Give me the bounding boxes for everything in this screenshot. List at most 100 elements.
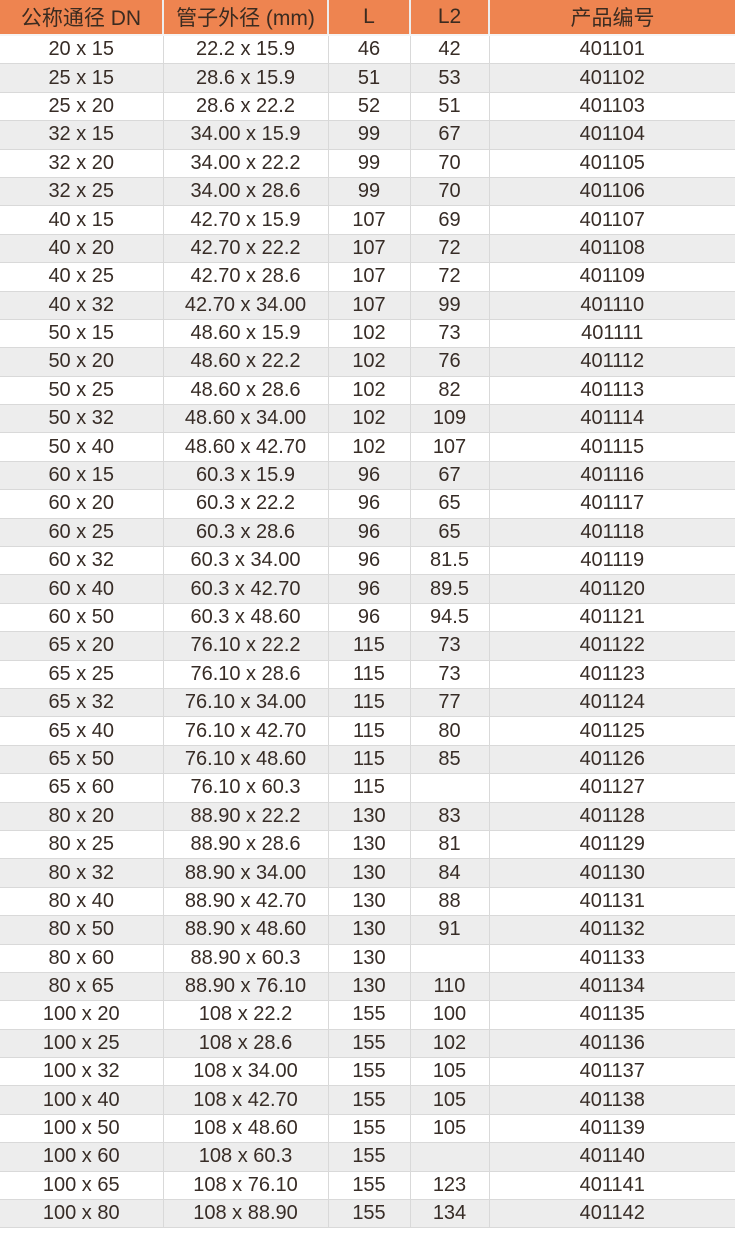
table-row: 65 x 25 76.10 x 28.6 115 73 401123 — [0, 659, 735, 689]
cell-l2: 123 — [409, 1170, 490, 1201]
cell-l: 155 — [327, 1142, 411, 1172]
cell-pipe-outer-diameter: 88.90 x 60.3 — [162, 943, 329, 973]
cell-pipe-outer-diameter: 76.10 x 34.00 — [162, 687, 329, 718]
cell-nominal-diameter: 80 x 50 — [0, 915, 164, 945]
cell-product-code: 401140 — [488, 1142, 735, 1172]
cell-l: 96 — [327, 517, 411, 548]
table-row: 80 x 40 88.90 x 42.70 130 88 401131 — [0, 886, 735, 917]
table-row: 60 x 15 60.3 x 15.9 96 67 401116 — [0, 460, 735, 491]
table-row: 40 x 15 42.70 x 15.9 107 69 401107 — [0, 205, 735, 235]
cell-nominal-diameter: 60 x 25 — [0, 517, 164, 548]
cell-product-code: 401130 — [488, 858, 735, 888]
cell-product-code: 401103 — [488, 91, 735, 122]
cell-nominal-diameter: 80 x 60 — [0, 943, 164, 973]
cell-l: 96 — [327, 602, 411, 633]
cell-nominal-diameter: 25 x 15 — [0, 63, 164, 93]
cell-nominal-diameter: 100 x 50 — [0, 1113, 164, 1144]
cell-l: 155 — [327, 1028, 411, 1059]
table-row: 100 x 20 108 x 22.2 155 100 401135 — [0, 1000, 735, 1030]
cell-nominal-diameter: 40 x 32 — [0, 290, 164, 320]
cell-product-code: 401138 — [488, 1085, 735, 1115]
cell-l: 96 — [327, 574, 411, 604]
cell-l2: 73 — [409, 659, 490, 689]
cell-l2: 94.5 — [409, 602, 490, 633]
cell-pipe-outer-diameter: 108 x 28.6 — [162, 1028, 329, 1059]
cell-l2: 51 — [409, 91, 490, 122]
cell-l: 102 — [327, 432, 411, 462]
table-row: 60 x 25 60.3 x 28.6 96 65 401118 — [0, 517, 735, 548]
cell-pipe-outer-diameter: 88.90 x 48.60 — [162, 915, 329, 945]
table-row: 60 x 50 60.3 x 48.60 96 94.5 401121 — [0, 602, 735, 633]
cell-l: 130 — [327, 801, 411, 831]
cell-l: 155 — [327, 1000, 411, 1030]
cell-l2: 42 — [409, 34, 490, 65]
cell-l2: 67 — [409, 460, 490, 491]
cell-l: 52 — [327, 91, 411, 122]
table-body: 20 x 15 22.2 x 15.9 46 42 401101 25 x 15 28.6 … — [0, 34, 735, 1229]
cell-pipe-outer-diameter: 42.70 x 15.9 — [162, 205, 329, 235]
cell-l2: 134 — [409, 1199, 490, 1229]
cell-product-code: 401118 — [488, 517, 735, 548]
cell-l: 155 — [327, 1113, 411, 1144]
cell-product-code: 401133 — [488, 943, 735, 973]
cell-nominal-diameter: 65 x 32 — [0, 687, 164, 718]
cell-l2: 73 — [409, 631, 490, 661]
cell-l2: 77 — [409, 687, 490, 718]
cell-l: 155 — [327, 1057, 411, 1087]
cell-pipe-outer-diameter: 88.90 x 22.2 — [162, 801, 329, 831]
table-row: 65 x 20 76.10 x 22.2 115 73 401122 — [0, 631, 735, 661]
cell-product-code: 401136 — [488, 1028, 735, 1059]
cell-l: 107 — [327, 205, 411, 235]
cell-product-code: 401137 — [488, 1057, 735, 1087]
cell-product-code: 401109 — [488, 262, 735, 292]
cell-pipe-outer-diameter: 42.70 x 34.00 — [162, 290, 329, 320]
cell-nominal-diameter: 80 x 20 — [0, 801, 164, 831]
cell-pipe-outer-diameter: 34.00 x 15.9 — [162, 120, 329, 150]
cell-pipe-outer-diameter: 28.6 x 15.9 — [162, 63, 329, 93]
cell-l2: 102 — [409, 1028, 490, 1059]
cell-l2 — [409, 773, 490, 803]
cell-product-code: 401128 — [488, 801, 735, 831]
cell-nominal-diameter: 60 x 40 — [0, 574, 164, 604]
cell-l2: 84 — [409, 858, 490, 888]
cell-pipe-outer-diameter: 88.90 x 34.00 — [162, 858, 329, 888]
table-row: 40 x 20 42.70 x 22.2 107 72 401108 — [0, 233, 735, 264]
cell-product-code: 401112 — [488, 347, 735, 377]
cell-nominal-diameter: 40 x 20 — [0, 233, 164, 264]
cell-nominal-diameter: 100 x 25 — [0, 1028, 164, 1059]
cell-product-code: 401141 — [488, 1170, 735, 1201]
cell-pipe-outer-diameter: 48.60 x 15.9 — [162, 318, 329, 349]
cell-l: 107 — [327, 233, 411, 264]
table-row: 32 x 20 34.00 x 22.2 99 70 401105 — [0, 148, 735, 178]
cell-l: 107 — [327, 262, 411, 292]
cell-product-code: 401113 — [488, 375, 735, 406]
cell-l2: 69 — [409, 205, 490, 235]
cell-nominal-diameter: 100 x 65 — [0, 1170, 164, 1201]
cell-l2: 65 — [409, 489, 490, 519]
table-row: 100 x 60 108 x 60.3 155 401140 — [0, 1142, 735, 1172]
cell-product-code: 401114 — [488, 404, 735, 434]
cell-pipe-outer-diameter: 42.70 x 28.6 — [162, 262, 329, 292]
cell-pipe-outer-diameter: 88.90 x 42.70 — [162, 886, 329, 917]
cell-pipe-outer-diameter: 60.3 x 28.6 — [162, 517, 329, 548]
table-row: 80 x 32 88.90 x 34.00 130 84 401130 — [0, 858, 735, 888]
table-row: 80 x 60 88.90 x 60.3 130 401133 — [0, 943, 735, 973]
cell-product-code: 401117 — [488, 489, 735, 519]
cell-l: 96 — [327, 489, 411, 519]
cell-pipe-outer-diameter: 48.60 x 28.6 — [162, 375, 329, 406]
table-row: 80 x 20 88.90 x 22.2 130 83 401128 — [0, 801, 735, 831]
cell-nominal-diameter: 60 x 50 — [0, 602, 164, 633]
cell-nominal-diameter: 80 x 25 — [0, 829, 164, 860]
table-row: 50 x 40 48.60 x 42.70 102 107 401115 — [0, 432, 735, 462]
cell-product-code: 401131 — [488, 886, 735, 917]
cell-nominal-diameter: 60 x 20 — [0, 489, 164, 519]
cell-product-code: 401134 — [488, 971, 735, 1002]
cell-l: 115 — [327, 687, 411, 718]
table-row: 50 x 25 48.60 x 28.6 102 82 401113 — [0, 375, 735, 406]
table-row: 20 x 15 22.2 x 15.9 46 42 401101 — [0, 34, 735, 65]
cell-l: 99 — [327, 120, 411, 150]
cell-pipe-outer-diameter: 60.3 x 22.2 — [162, 489, 329, 519]
table-row: 40 x 32 42.70 x 34.00 107 99 401110 — [0, 290, 735, 320]
table-row: 100 x 80 108 x 88.90 155 134 401142 — [0, 1199, 735, 1229]
cell-l: 102 — [327, 347, 411, 377]
